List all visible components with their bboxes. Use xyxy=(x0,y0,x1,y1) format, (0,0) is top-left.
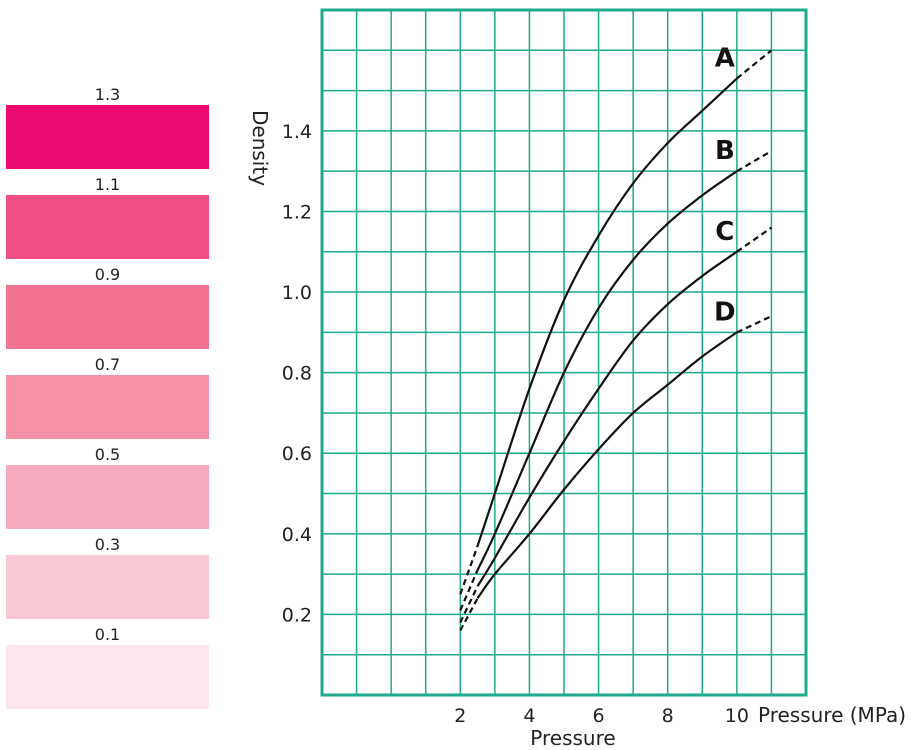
density-swatch xyxy=(6,645,209,709)
density-swatch xyxy=(6,105,209,169)
y-tick-label: 0.2 xyxy=(282,604,312,626)
density-swatch xyxy=(6,195,209,259)
density-swatch xyxy=(6,285,209,349)
curve-c-extrapolation xyxy=(736,226,773,253)
x-tick-label: 6 xyxy=(593,705,605,727)
density-scale-label: 0.5 xyxy=(94,445,121,464)
plot-frame xyxy=(320,8,808,697)
y-tick-label: 0.6 xyxy=(282,443,312,465)
x-tick-label: 8 xyxy=(662,705,674,727)
x-axis-unit-label: Pressure (MPa) xyxy=(758,703,906,727)
curve-d-extrapolation xyxy=(459,597,479,632)
density-scale-label: 0.3 xyxy=(94,535,121,554)
curve-d-line xyxy=(476,331,738,599)
y-axis-title: Density xyxy=(248,110,272,186)
y-tick-label: 1.4 xyxy=(282,121,312,143)
density-scale-label: 1.1 xyxy=(94,175,121,194)
x-tick-labels: 2 4 6 8 10 xyxy=(454,705,749,727)
x-tick-label: 10 xyxy=(725,705,749,727)
x-axis-title: Pressure xyxy=(530,726,615,750)
density-swatch xyxy=(6,465,209,529)
curve-a-line xyxy=(476,77,738,547)
y-tick-label: 1.2 xyxy=(282,201,312,223)
curve-d-label: D xyxy=(714,297,736,327)
y-tick-label: 0.8 xyxy=(282,363,312,385)
curve-b-line xyxy=(476,170,738,571)
density-swatch xyxy=(6,555,209,619)
y-tick-label: 1.0 xyxy=(282,282,312,304)
curve-a-label: A xyxy=(715,44,735,74)
x-tick-label: 2 xyxy=(454,705,466,727)
density-scale-label: 1.3 xyxy=(94,85,121,104)
density-scale-label: 0.9 xyxy=(94,265,121,284)
density-color-scale: 1.3 1.1 0.9 0.7 0.5 0.3 0.1 xyxy=(0,0,240,750)
y-tick-labels: 0.2 0.4 0.6 0.8 1.0 1.2 1.4 xyxy=(282,121,312,627)
y-tick-label: 0.4 xyxy=(282,524,312,546)
curve-b-label: B xyxy=(715,136,735,166)
curve-d-extrapolation xyxy=(736,315,772,334)
density-swatch xyxy=(6,375,209,439)
chart-curves xyxy=(459,49,773,632)
curve-c-label: C xyxy=(715,217,734,247)
curve-b-extrapolation xyxy=(459,569,479,611)
curve-labels: A B C D xyxy=(714,44,736,328)
curve-a-extrapolation xyxy=(736,49,773,80)
density-scale-label: 0.7 xyxy=(94,355,121,374)
curve-c-line xyxy=(476,250,738,587)
curve-c-extrapolation xyxy=(459,585,479,623)
x-tick-label: 4 xyxy=(523,705,535,727)
curve-b-extrapolation xyxy=(736,150,772,173)
chart-grid xyxy=(322,10,806,695)
density-scale-label: 0.1 xyxy=(94,625,121,644)
curve-a-extrapolation xyxy=(459,545,479,595)
